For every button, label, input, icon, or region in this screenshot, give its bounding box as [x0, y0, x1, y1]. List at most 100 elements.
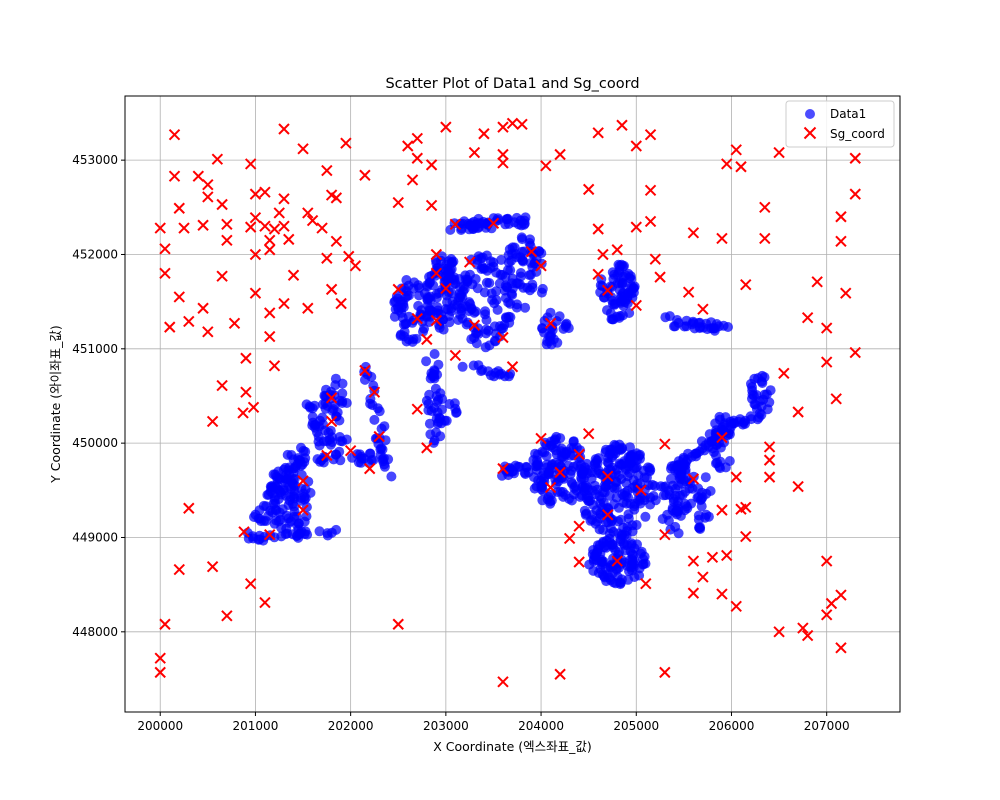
- sg-coord-point: [716, 232, 728, 245]
- data1-point: [341, 398, 352, 408]
- legend-label-data1: Data1: [830, 107, 866, 121]
- sg-coord-point: [592, 268, 604, 280]
- sg-coord-point: [216, 379, 228, 392]
- data1-point: [273, 516, 284, 527]
- data1-point: [356, 457, 366, 468]
- sg-coord-point: [835, 235, 847, 247]
- sg-coord-point: [197, 302, 209, 314]
- y-tick-label: 452000: [72, 247, 118, 261]
- sg-coord-point: [240, 352, 252, 364]
- sg-coord-point: [721, 158, 733, 170]
- sg-coord-point: [206, 415, 219, 428]
- sg-coord-point: [478, 128, 490, 140]
- y-tick-label: 450000: [72, 436, 118, 450]
- data1-point: [521, 461, 532, 472]
- sg-coord-point: [202, 326, 214, 338]
- sg-coord-point: [206, 561, 219, 573]
- data1-point: [545, 331, 556, 342]
- data1-point: [495, 269, 506, 280]
- sg-coord-point: [430, 267, 443, 280]
- data1-point: [612, 269, 623, 280]
- sg-coord-point: [554, 668, 566, 680]
- data1-point: [746, 378, 756, 389]
- data1-point: [429, 373, 440, 384]
- data1-point: [439, 415, 450, 426]
- data1-point: [418, 326, 428, 337]
- sg-coord-point: [264, 244, 276, 256]
- data1-point: [602, 305, 612, 316]
- sg-coord-point: [249, 248, 262, 261]
- sg-coord-point: [535, 432, 547, 445]
- sg-coord-point: [344, 444, 357, 457]
- sg-coord-point: [202, 178, 214, 191]
- sg-coord-point: [611, 555, 623, 567]
- sg-coord-point: [425, 199, 438, 212]
- data1-point: [617, 310, 628, 321]
- data1-point: [680, 464, 691, 475]
- sg-coord-point: [730, 600, 742, 613]
- data1-point: [670, 484, 681, 494]
- sg-coord-point: [264, 330, 276, 343]
- data1-point: [608, 450, 618, 461]
- data1-point: [555, 486, 566, 497]
- sg-coord-point: [759, 232, 771, 245]
- sg-coord-point: [216, 198, 228, 211]
- data1-point: [462, 276, 473, 287]
- data1-point: [623, 513, 634, 524]
- sg-coord-point: [228, 317, 241, 330]
- sg-coord-point: [797, 622, 809, 634]
- data1-point: [667, 505, 678, 516]
- data1-point: [596, 274, 607, 285]
- sg-coord-point: [582, 428, 595, 440]
- data1-point: [545, 496, 555, 507]
- sg-coord-point: [740, 530, 752, 543]
- sg-coord-point: [168, 128, 181, 141]
- sg-coord-point: [154, 222, 166, 234]
- data1-point: [715, 456, 726, 467]
- sg-coord-point: [421, 442, 433, 454]
- sg-coord-point: [321, 449, 333, 462]
- sg-coord-point: [268, 223, 281, 235]
- sg-coord-point: [221, 234, 233, 247]
- sg-coord-point: [835, 211, 847, 223]
- data1-point: [726, 418, 736, 429]
- data1-point: [558, 473, 569, 484]
- data1-point: [451, 407, 462, 418]
- chart-title: Scatter Plot of Data1 and Sg_coord: [385, 76, 639, 92]
- sg-coord-point: [238, 526, 250, 538]
- data1-point: [413, 280, 424, 291]
- data1-point: [602, 288, 613, 299]
- data1-point: [304, 401, 315, 412]
- sg-coord-point: [820, 555, 833, 567]
- data1-point: [537, 495, 548, 506]
- sg-coord-points: [154, 117, 861, 688]
- data1-point: [756, 409, 767, 420]
- data1-point: [429, 349, 440, 359]
- data1-point: [501, 214, 512, 225]
- data1-point: [392, 302, 403, 313]
- sg-coord-point: [497, 157, 509, 169]
- sg-coord-point: [616, 119, 628, 131]
- sg-coord-point: [487, 217, 500, 230]
- sg-coord-point: [644, 215, 657, 228]
- data1-point: [758, 394, 769, 405]
- data1-point: [506, 255, 517, 266]
- data1-point: [284, 495, 295, 506]
- data1-point: [424, 389, 435, 400]
- sg-coord-point: [597, 248, 609, 261]
- data1-point: [288, 463, 299, 474]
- data1-point: [491, 286, 502, 297]
- sg-coord-point: [497, 676, 509, 688]
- data1-point: [280, 477, 291, 488]
- data1-point: [440, 272, 451, 282]
- data1-point: [515, 268, 526, 278]
- data1-point: [421, 356, 432, 367]
- sg-coord-point: [430, 314, 443, 327]
- sg-coord-point: [535, 260, 547, 272]
- data1-point: [657, 514, 668, 524]
- data1-point: [621, 526, 632, 537]
- data1-point: [718, 320, 729, 331]
- sg-coord-point: [763, 454, 776, 466]
- data1-point: [414, 290, 424, 301]
- data1-point: [600, 562, 611, 573]
